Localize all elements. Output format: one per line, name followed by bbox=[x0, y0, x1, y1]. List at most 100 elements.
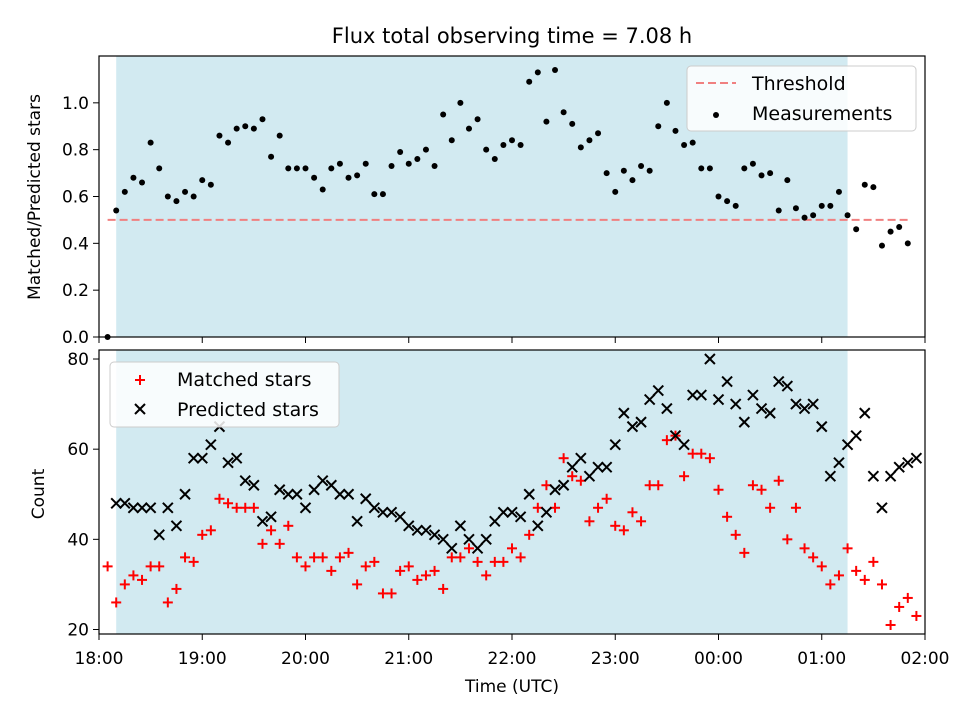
data-point bbox=[816, 561, 827, 572]
data-point bbox=[552, 67, 559, 74]
data-point bbox=[465, 125, 472, 132]
data-point bbox=[302, 165, 309, 172]
x-axis-label: Time (UTC) bbox=[464, 677, 559, 697]
data-point bbox=[420, 524, 432, 537]
data-point bbox=[223, 498, 234, 509]
data-point bbox=[893, 461, 905, 473]
data-point bbox=[678, 438, 690, 451]
data-point bbox=[653, 480, 664, 491]
data-point bbox=[309, 552, 320, 563]
data-point bbox=[876, 579, 887, 590]
data-point bbox=[506, 506, 518, 518]
data-point bbox=[385, 506, 398, 518]
data-point bbox=[747, 480, 758, 491]
data-point bbox=[311, 174, 318, 181]
data-point bbox=[543, 118, 550, 125]
data-point bbox=[646, 167, 653, 174]
data-point bbox=[884, 470, 897, 482]
legend-box bbox=[109, 361, 340, 428]
data-point bbox=[626, 420, 639, 433]
data-point bbox=[775, 207, 782, 214]
data-point bbox=[137, 574, 148, 585]
data-point bbox=[704, 453, 715, 464]
data-point bbox=[620, 167, 627, 174]
data-point bbox=[319, 186, 326, 193]
data-point bbox=[586, 137, 593, 144]
data-point bbox=[773, 475, 784, 486]
y-tick-label: 0.6 bbox=[62, 188, 89, 208]
data-point bbox=[411, 524, 424, 537]
data-point bbox=[162, 597, 173, 608]
data-point bbox=[652, 384, 664, 397]
data-point bbox=[497, 506, 510, 518]
data-point bbox=[282, 488, 294, 500]
data-point bbox=[317, 552, 328, 563]
data-point bbox=[584, 516, 595, 527]
data-point bbox=[567, 471, 578, 482]
data-point bbox=[119, 579, 130, 590]
data-point bbox=[325, 479, 338, 491]
y-tick-label: 0.2 bbox=[62, 281, 89, 301]
data-point bbox=[405, 160, 412, 167]
data-point bbox=[661, 402, 673, 415]
data-point bbox=[498, 556, 509, 567]
x-tick-label: 23:00 bbox=[591, 649, 640, 669]
data-point bbox=[188, 556, 199, 567]
data-point bbox=[483, 146, 490, 153]
data-point bbox=[629, 177, 636, 184]
data-point bbox=[259, 116, 266, 123]
data-point bbox=[463, 543, 474, 554]
data-point bbox=[868, 556, 879, 567]
data-point bbox=[749, 160, 756, 167]
data-point bbox=[334, 552, 345, 563]
data-point bbox=[523, 488, 535, 500]
data-point bbox=[618, 525, 629, 536]
data-point bbox=[827, 202, 834, 209]
data-point bbox=[248, 479, 260, 491]
data-point bbox=[437, 533, 449, 546]
legend-predicted-swatch bbox=[134, 403, 146, 415]
data-point bbox=[472, 556, 483, 567]
data-point bbox=[256, 515, 269, 528]
data-point bbox=[782, 534, 793, 545]
data-point bbox=[265, 511, 277, 523]
data-point bbox=[841, 438, 854, 451]
data-point bbox=[515, 552, 526, 563]
data-point bbox=[601, 493, 612, 504]
data-point bbox=[730, 529, 741, 540]
data-point bbox=[514, 511, 527, 523]
data-point bbox=[471, 542, 484, 555]
data-point bbox=[730, 398, 742, 410]
data-point bbox=[420, 570, 431, 581]
data-point bbox=[360, 561, 371, 572]
y-tick-label: 40 bbox=[67, 530, 89, 550]
data-point bbox=[833, 570, 844, 581]
data-point bbox=[904, 240, 911, 247]
data-point bbox=[240, 502, 251, 513]
data-point bbox=[500, 141, 507, 148]
series-measurements bbox=[104, 67, 911, 340]
data-point bbox=[861, 181, 868, 188]
data-point bbox=[153, 529, 165, 541]
data-point bbox=[532, 520, 544, 532]
data-point bbox=[894, 601, 905, 612]
data-point bbox=[457, 99, 464, 106]
data-point bbox=[643, 393, 656, 406]
x-tick-label: 01:00 bbox=[797, 649, 846, 669]
data-point bbox=[173, 198, 180, 205]
data-point bbox=[147, 139, 154, 146]
y-tick-label: 0.8 bbox=[62, 141, 89, 161]
data-point bbox=[801, 214, 808, 221]
data-point bbox=[207, 181, 214, 188]
data-point bbox=[489, 515, 501, 528]
data-point bbox=[672, 127, 679, 134]
data-point bbox=[911, 610, 922, 621]
data-point bbox=[687, 448, 698, 459]
data-point bbox=[242, 123, 249, 130]
data-point bbox=[767, 170, 774, 177]
data-point bbox=[291, 552, 302, 563]
data-point bbox=[351, 515, 363, 528]
data-point bbox=[179, 488, 191, 500]
data-point bbox=[448, 137, 455, 144]
data-point bbox=[362, 160, 369, 167]
